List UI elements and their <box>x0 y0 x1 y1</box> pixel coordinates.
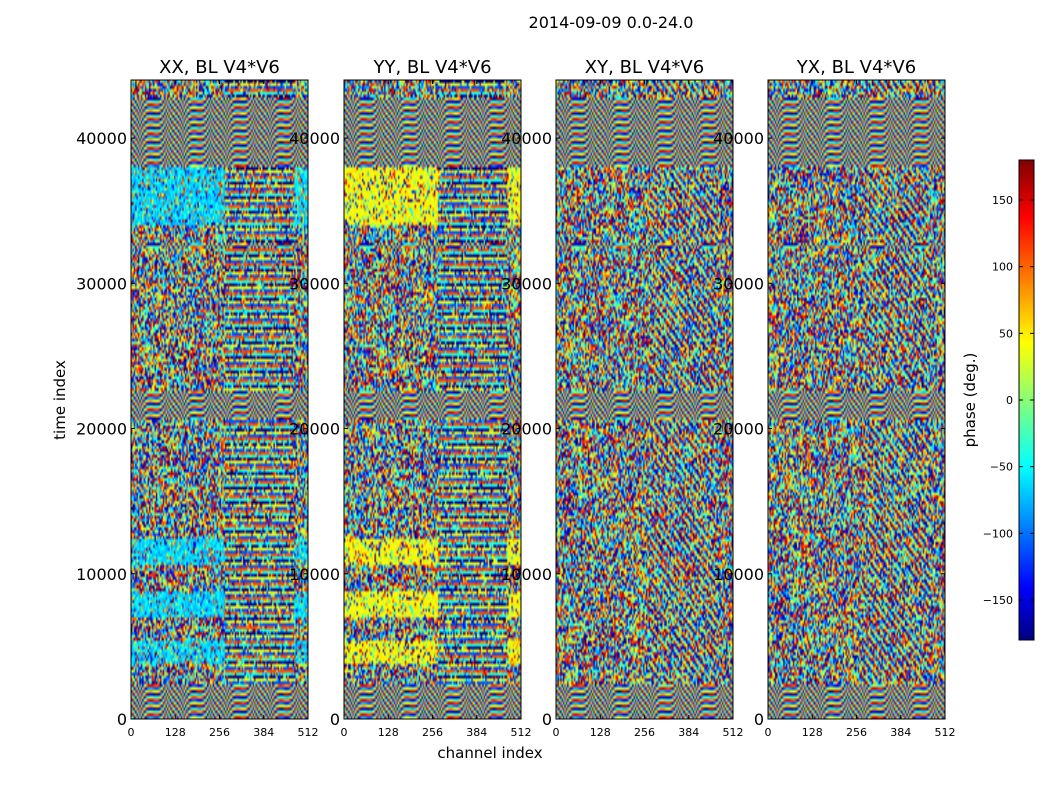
x-tick-label: 256 <box>634 726 655 739</box>
x-tick-label: 128 <box>802 726 823 739</box>
y-tick-label: 40000 <box>289 129 340 148</box>
x-tick-label: 256 <box>422 726 443 739</box>
y-tick-label: 0 <box>117 710 127 729</box>
y-tick-label: 30000 <box>76 274 127 293</box>
colorbar-tick-label: 100 <box>992 261 1013 274</box>
y-tick-label: 30000 <box>289 274 340 293</box>
colorbar-tick-label: −150 <box>983 594 1013 607</box>
x-tick-label: 512 <box>935 726 956 739</box>
y-tick-label: 10000 <box>713 565 764 584</box>
figure-title: 2014-09-09 0.0-24.0 <box>529 13 694 32</box>
x-tick-label: 256 <box>846 726 867 739</box>
panels-group: XX, BL V4*V6 0 128 256 384 512 0 10000 20000 3000… <box>76 57 955 739</box>
colorbar-tick-label: 150 <box>992 194 1013 207</box>
panel-heatmap-image <box>556 80 733 719</box>
x-tick-label: 512 <box>511 726 532 739</box>
panel-1: XX, BL V4*V6 0 128 256 384 512 0 10000 20000 3000… <box>76 57 318 739</box>
x-tick-label: 512 <box>723 726 744 739</box>
y-tick-label: 20000 <box>713 420 764 439</box>
colorbar-tick-label: 50 <box>999 327 1013 340</box>
y-tick-label: 30000 <box>713 274 764 293</box>
x-tick-label: 0 <box>765 726 772 739</box>
colorbar-tick-label: −50 <box>990 461 1013 474</box>
x-tick-label: 128 <box>165 726 186 739</box>
colorbar-label: phase (deg.) <box>961 353 979 448</box>
colorbar: −150 −100 −50 0 50 100 150 phase (deg.) <box>961 159 1035 641</box>
x-tick-label: 128 <box>378 726 399 739</box>
y-tick-label: 10000 <box>76 565 127 584</box>
colorbar-tick-label: −100 <box>983 527 1013 540</box>
y-tick-label: 20000 <box>501 420 552 439</box>
y-tick-label: 0 <box>754 710 764 729</box>
y-tick-label: 20000 <box>76 420 127 439</box>
y-tick-label: 10000 <box>289 565 340 584</box>
panel-heatmap-image <box>131 80 308 719</box>
x-tick-label: 512 <box>298 726 319 739</box>
panel-title: XX, BL V4*V6 <box>159 57 280 78</box>
y-tick-label: 0 <box>542 710 552 729</box>
y-tick-label: 40000 <box>713 129 764 148</box>
panel-3: XY, BL V4*V6 0 128 256 384 512 0 10000 20000 3000… <box>501 57 743 739</box>
x-tick-label: 128 <box>590 726 611 739</box>
panel-heatmap-image <box>768 80 945 719</box>
x-tick-label: 256 <box>209 726 230 739</box>
panel-title: XY, BL V4*V6 <box>585 57 704 78</box>
x-tick-label: 0 <box>341 726 348 739</box>
panel-2: YY, BL V4*V6 0 128 256 384 512 0 10000 20000 3000… <box>289 57 531 739</box>
colorbar-ticks: −150 −100 −50 0 50 100 150 <box>983 194 1034 607</box>
panel-4: YX, BL V4*V6 0 128 256 384 512 0 10000 20000 3000… <box>713 57 955 739</box>
panel-title: YY, BL V4*V6 <box>372 57 491 78</box>
panel-title: YX, BL V4*V6 <box>796 57 916 78</box>
x-axis-label: channel index <box>437 744 542 762</box>
y-tick-label: 10000 <box>501 565 552 584</box>
panel-heatmap-image <box>344 80 521 719</box>
x-tick-label: 384 <box>678 726 699 739</box>
y-tick-label: 30000 <box>501 274 552 293</box>
y-axis-label: time index <box>51 360 69 440</box>
y-tick-label: 40000 <box>501 129 552 148</box>
y-tick-label: 0 <box>330 710 340 729</box>
y-tick-label: 20000 <box>289 420 340 439</box>
x-tick-label: 0 <box>553 726 560 739</box>
x-tick-label: 384 <box>890 726 911 739</box>
y-tick-label: 40000 <box>76 129 127 148</box>
colorbar-tick-label: 0 <box>1006 394 1013 407</box>
x-tick-label: 384 <box>253 726 274 739</box>
x-tick-label: 0 <box>128 726 135 739</box>
x-tick-label: 384 <box>466 726 487 739</box>
